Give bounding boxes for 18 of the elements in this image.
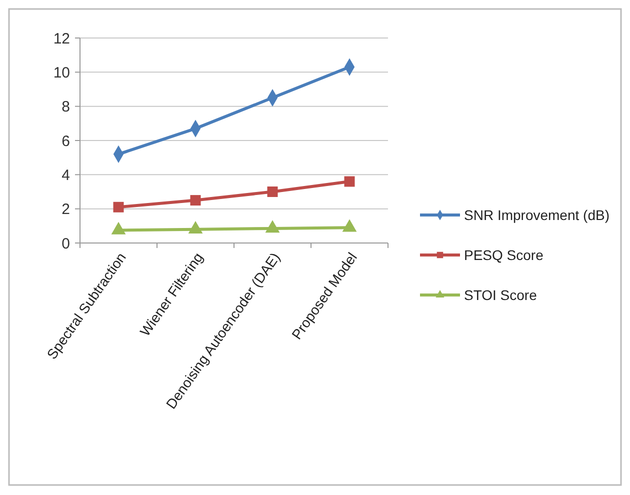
legend-label: STOI Score bbox=[464, 286, 538, 303]
y-tick-label: 10 bbox=[53, 64, 70, 82]
y-tick-label: 12 bbox=[53, 30, 70, 48]
point bbox=[267, 186, 278, 197]
point bbox=[113, 202, 124, 212]
legend-label: SNR Improvement (dB) bbox=[464, 206, 610, 223]
point bbox=[265, 220, 280, 233]
point bbox=[342, 219, 357, 232]
point bbox=[344, 176, 355, 187]
point bbox=[190, 195, 201, 206]
y-tick-label: 6 bbox=[62, 132, 70, 150]
y-tick-label: 4 bbox=[62, 166, 70, 184]
point bbox=[188, 221, 203, 234]
y-tick-label: 0 bbox=[62, 235, 70, 252]
y-tick-label: 2 bbox=[62, 201, 70, 218]
point bbox=[111, 222, 126, 234]
y-tick-label: 8 bbox=[62, 98, 70, 116]
legend-label: PESQ Score bbox=[464, 246, 544, 263]
